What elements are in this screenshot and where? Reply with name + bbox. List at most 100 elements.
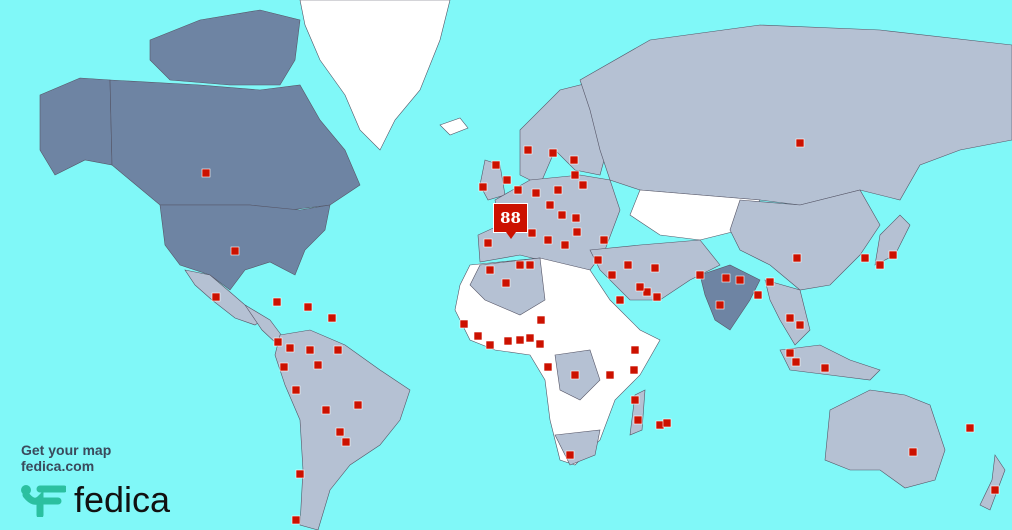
follower-location-marker[interactable] (483, 238, 493, 248)
follower-location-marker[interactable] (662, 418, 672, 428)
india (699, 264, 761, 331)
follower-location-marker[interactable] (279, 362, 289, 372)
follower-location-marker[interactable] (335, 427, 345, 437)
follower-location-marker[interactable] (211, 292, 221, 302)
follower-location-marker[interactable] (795, 138, 805, 148)
follower-location-marker[interactable] (543, 362, 553, 372)
united-states (159, 204, 331, 291)
follower-location-marker[interactable] (341, 437, 351, 447)
follower-location-marker[interactable] (535, 339, 545, 349)
follower-location-marker[interactable] (525, 260, 535, 270)
follower-location-marker[interactable] (485, 340, 495, 350)
fedica-logo[interactable]: fedica (20, 482, 170, 518)
follower-location-marker[interactable] (607, 270, 617, 280)
follower-location-marker[interactable] (295, 469, 305, 479)
follower-location-marker[interactable] (515, 335, 525, 345)
follower-location-marker[interactable] (715, 300, 725, 310)
logo-wordmark: fedica (74, 479, 171, 520)
follower-location-marker[interactable] (313, 360, 323, 370)
follower-location-marker[interactable] (570, 170, 580, 180)
follower-location-marker[interactable] (230, 246, 240, 256)
follower-location-marker[interactable] (273, 337, 283, 347)
follower-location-marker[interactable] (990, 485, 1000, 495)
follower-location-marker[interactable] (291, 385, 301, 395)
follower-location-marker[interactable] (459, 319, 469, 329)
follower-location-marker[interactable] (502, 175, 512, 185)
follower-location-marker[interactable] (572, 227, 582, 237)
follower-location-marker[interactable] (578, 180, 588, 190)
get-your-map-cta[interactable]: Get your map fedica.com (21, 442, 111, 474)
follower-location-marker[interactable] (485, 265, 495, 275)
follower-location-marker[interactable] (327, 313, 337, 323)
follower-location-marker[interactable] (721, 273, 731, 283)
follower-location-marker[interactable] (875, 260, 885, 270)
follower-location-marker[interactable] (888, 250, 898, 260)
fedica-logo-icon (21, 485, 66, 517)
follower-location-marker[interactable] (695, 270, 705, 280)
follower-location-marker[interactable] (513, 185, 523, 195)
follower-location-marker[interactable] (623, 260, 633, 270)
follower-location-marker[interactable] (536, 315, 546, 325)
follower-location-marker[interactable] (570, 370, 580, 380)
follower-location-marker[interactable] (791, 357, 801, 367)
follower-location-marker[interactable] (630, 345, 640, 355)
follower-location-marker[interactable] (305, 345, 315, 355)
follower-location-marker[interactable] (735, 275, 745, 285)
follower-location-marker[interactable] (478, 182, 488, 192)
follower-location-marker[interactable] (593, 255, 603, 265)
follower-location-marker[interactable] (333, 345, 343, 355)
cta-line1: Get your map (21, 442, 112, 458)
follower-location-marker[interactable] (785, 348, 795, 358)
follower-location-marker[interactable] (629, 365, 639, 375)
follower-location-marker[interactable] (201, 168, 211, 178)
follower-location-marker[interactable] (605, 370, 615, 380)
follower-location-marker[interactable] (630, 395, 640, 405)
follower-location-marker[interactable] (491, 160, 501, 170)
count-callout-marker[interactable]: 88 (493, 203, 528, 239)
follower-location-marker[interactable] (473, 331, 483, 341)
follower-location-marker[interactable] (545, 200, 555, 210)
follower-location-marker[interactable] (353, 400, 363, 410)
follower-location-marker[interactable] (571, 213, 581, 223)
follower-location-marker[interactable] (525, 333, 535, 343)
follower-location-marker[interactable] (272, 297, 282, 307)
follower-location-marker[interactable] (548, 148, 558, 158)
follower-location-marker[interactable] (820, 363, 830, 373)
follower-location-marker[interactable] (531, 188, 541, 198)
iceland (439, 117, 469, 136)
cta-line2[interactable]: fedica.com (21, 458, 95, 474)
follower-location-marker[interactable] (501, 278, 511, 288)
australia (824, 389, 946, 489)
follower-location-marker[interactable] (615, 295, 625, 305)
follower-location-marker[interactable] (523, 145, 533, 155)
follower-location-marker[interactable] (569, 155, 579, 165)
follower-location-marker[interactable] (652, 292, 662, 302)
follower-location-marker[interactable] (527, 228, 537, 238)
follower-location-marker[interactable] (557, 210, 567, 220)
follower-location-marker[interactable] (553, 185, 563, 195)
follower-location-marker[interactable] (965, 423, 975, 433)
follower-location-marker[interactable] (642, 287, 652, 297)
follower-location-marker[interactable] (565, 450, 575, 460)
follower-location-marker[interactable] (785, 313, 795, 323)
follower-location-marker[interactable] (650, 263, 660, 273)
greenland (299, 0, 451, 151)
canada-islands (149, 9, 301, 86)
follower-location-marker[interactable] (291, 515, 301, 525)
follower-location-marker[interactable] (303, 302, 313, 312)
follower-location-marker[interactable] (633, 415, 643, 425)
follower-location-marker[interactable] (908, 447, 918, 457)
follower-location-marker[interactable] (599, 235, 609, 245)
follower-location-marker[interactable] (515, 260, 525, 270)
follower-location-marker[interactable] (795, 320, 805, 330)
follower-location-marker[interactable] (543, 235, 553, 245)
follower-location-marker[interactable] (792, 253, 802, 263)
follower-location-marker[interactable] (285, 343, 295, 353)
follower-location-marker[interactable] (503, 336, 513, 346)
follower-location-marker[interactable] (560, 240, 570, 250)
follower-location-marker[interactable] (765, 277, 775, 287)
follower-location-marker[interactable] (321, 405, 331, 415)
follower-location-marker[interactable] (635, 282, 645, 292)
follower-location-marker[interactable] (753, 290, 763, 300)
follower-location-marker[interactable] (860, 253, 870, 263)
